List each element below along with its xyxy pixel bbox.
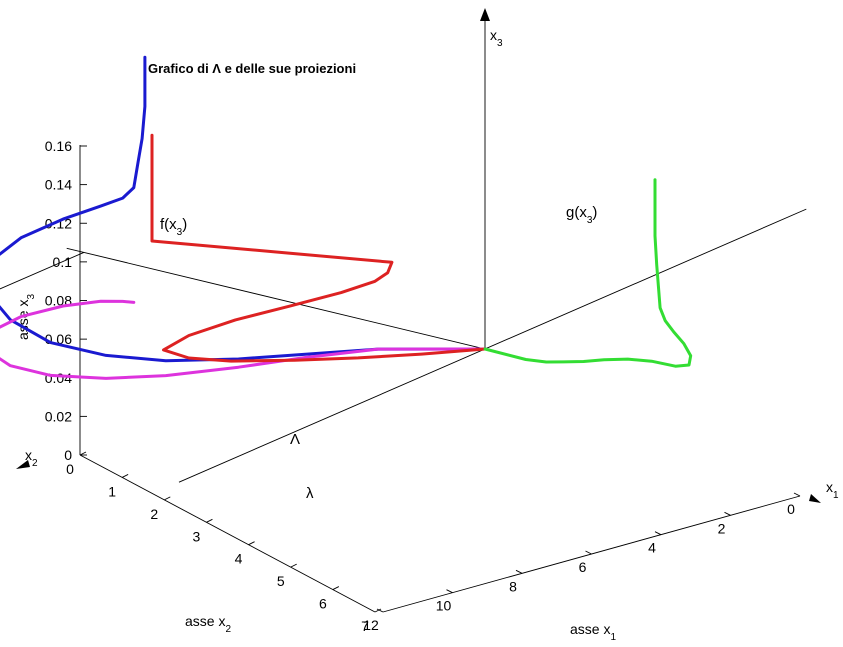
series-label: f(x3) [160,216,187,238]
x2-tick [291,564,297,567]
x2-tick [333,587,339,590]
series-line [0,57,485,361]
x1-tick [447,590,453,593]
x1-tick [516,570,522,573]
x1-tick-label: 0 [787,501,795,517]
x2-axis-line [67,248,502,353]
series-label: λ [306,485,314,502]
chart-title: Grafico di Λ e delle sue proiezioni [148,61,356,76]
x2-tick [206,519,212,522]
x1-tick [794,493,800,496]
x2-tick-label: 1 [108,483,116,499]
x1-arrow-icon [809,494,821,503]
x2-tick-label: 6 [319,596,327,612]
x3-arrow-icon [480,8,490,21]
x2-tick [249,542,255,545]
x1-tick-label: 6 [579,559,587,575]
x3-tick-label: 0.14 [45,177,72,193]
x2-tick [122,474,128,477]
x2-axis-label: asse x2 [185,613,231,635]
series-line [152,135,485,361]
x1-arrow-label: x1 [826,479,839,501]
x1-tick-label: 10 [436,598,452,614]
x1-tick-label: 2 [718,520,726,536]
x3-tick-label: 0.02 [45,408,72,424]
x2-scale-line [80,455,375,612]
x2-tick-label: 3 [193,528,201,544]
x1-tick [586,551,592,554]
series-line [0,301,485,378]
x1-axis-line [179,209,806,482]
x2-tick [164,497,170,500]
series-label: g(x3) [566,204,597,226]
x1-axis-label: asse x1 [570,621,616,642]
x3-tick-label: 0.1 [53,254,73,270]
x2-tick-label: 5 [277,573,285,589]
x1-tick-label: 8 [509,578,517,594]
x1-tick [725,512,731,515]
x2-tick-label: 2 [150,506,158,522]
x2-tick-label: 0 [66,461,74,477]
x2-tick-label: 4 [235,551,243,567]
x3-tick-label: 0.16 [45,138,72,154]
x3-arrow-label: x3 [490,27,503,49]
x1-tick [655,532,661,535]
x1-tick-label: 12 [363,617,379,633]
x1-tick-label: 4 [648,540,656,556]
series-label: Λ [290,431,300,448]
